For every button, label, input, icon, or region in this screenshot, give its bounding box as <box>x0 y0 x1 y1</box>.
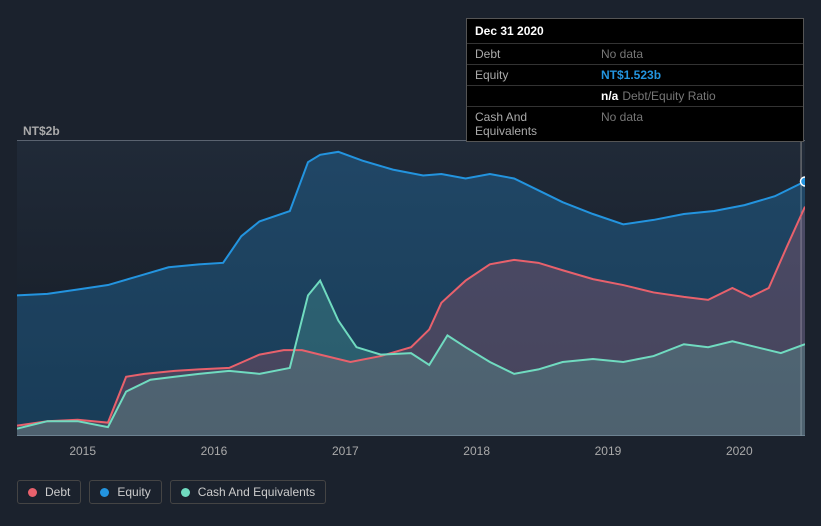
tooltip-row-label: Cash And Equivalents <box>467 107 593 141</box>
legend-marker <box>100 488 109 497</box>
tooltip-row-label <box>467 86 593 106</box>
chart-plot-area[interactable] <box>17 140 805 436</box>
legend-item-cash-and-equivalents[interactable]: Cash And Equivalents <box>170 480 326 504</box>
x-axis-tick: 2019 <box>542 444 673 458</box>
legend-label: Equity <box>117 485 150 499</box>
tooltip-row: n/aDebt/Equity Ratio <box>467 85 803 106</box>
tooltip-row-label: Equity <box>467 65 593 85</box>
x-axis-tick: 2016 <box>148 444 279 458</box>
x-axis-tick: 2017 <box>280 444 411 458</box>
y-axis-label-top: NT$2b <box>23 124 60 138</box>
tooltip-row: Cash And EquivalentsNo data <box>467 106 803 141</box>
chart-tooltip: Dec 31 2020 DebtNo dataEquityNT$1.523bn/… <box>466 18 804 142</box>
tooltip-row-value: No data <box>593 44 803 64</box>
tooltip-row-value: NT$1.523b <box>593 65 803 85</box>
tooltip-row-label: Debt <box>467 44 593 64</box>
legend-label: Cash And Equivalents <box>198 485 315 499</box>
tooltip-title: Dec 31 2020 <box>467 19 803 43</box>
x-axis-tick: 2020 <box>674 444 805 458</box>
chart-root: Dec 31 2020 DebtNo dataEquityNT$1.523bn/… <box>0 0 821 526</box>
tooltip-row: EquityNT$1.523b <box>467 64 803 85</box>
legend-label: Debt <box>45 485 70 499</box>
x-axis-tick: 2015 <box>17 444 148 458</box>
legend-marker <box>181 488 190 497</box>
tooltip-row-value: n/aDebt/Equity Ratio <box>593 86 803 106</box>
x-axis: 201520162017201820192020 <box>17 444 805 458</box>
tooltip-row-value: No data <box>593 107 803 141</box>
tooltip-row: DebtNo data <box>467 43 803 64</box>
legend-marker <box>28 488 37 497</box>
legend-item-debt[interactable]: Debt <box>17 480 81 504</box>
legend-item-equity[interactable]: Equity <box>89 480 161 504</box>
x-axis-tick: 2018 <box>411 444 542 458</box>
chart-legend: Debt Equity Cash And Equivalents <box>17 480 326 504</box>
